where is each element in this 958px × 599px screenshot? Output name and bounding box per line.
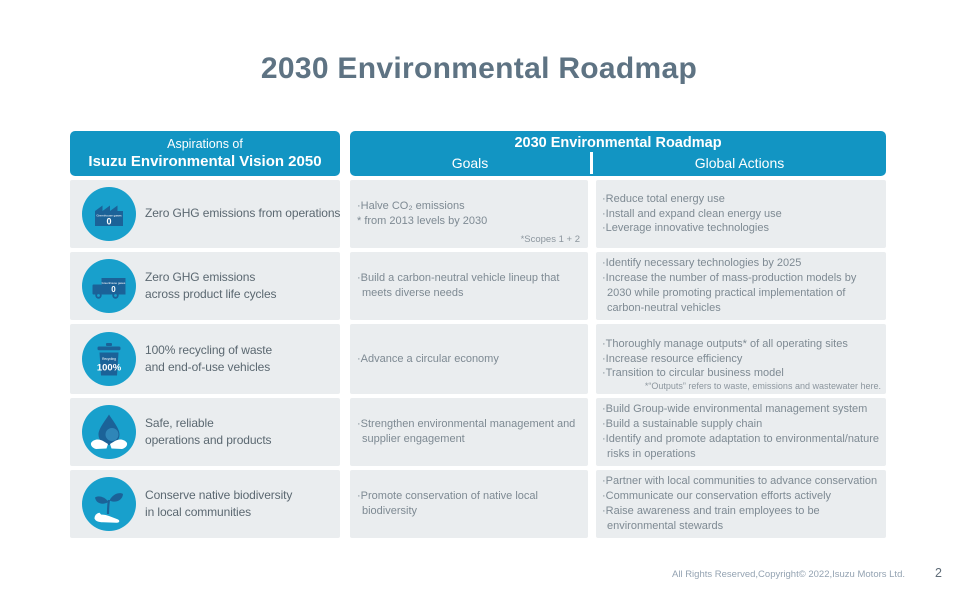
aspiration-cell: Recycling 100% 100% recycling of waste a… (70, 324, 340, 394)
aspiration-label: Conserve native biodiversity in local co… (145, 487, 293, 519)
action-item: ·Increase resource efficiency (602, 352, 743, 365)
action-item: ·Communicate our conservation efforts ac… (602, 490, 832, 503)
table-row: Conserve native biodiversity in local co… (70, 470, 886, 538)
aspiration-cell: Conserve native biodiversity in local co… (70, 470, 340, 538)
actions-footnote: *“Outputs” refers to waste, emissions an… (644, 381, 881, 391)
goals-cell: ·Strengthen environmental management and… (350, 398, 588, 466)
goals-column-header: Goals (451, 155, 489, 171)
sprout-hand-icon (82, 477, 136, 531)
action-item: ·Increase the number of mass-production … (602, 272, 857, 314)
aspiration-cell: Greenhouse gases 0 Zero GHG emissions ac… (70, 252, 340, 320)
svg-text:Recycling: Recycling (102, 357, 116, 361)
table-row: Greenhouse gases 0 Zero GHG emissions ac… (70, 252, 886, 320)
action-item: ·Thoroughly manage outputs* of all opera… (602, 337, 848, 350)
page-number: 2 (935, 566, 942, 580)
goal-item: ·Promote conservation of native local bi… (357, 490, 538, 517)
svg-text:0: 0 (111, 285, 116, 294)
left-panel-header: Aspirations of Isuzu Environmental Visio… (70, 131, 340, 176)
aspiration-label: Zero GHG emissions across product life c… (145, 269, 277, 301)
header-column-divider (590, 152, 593, 174)
action-item: ·Raise awareness and train employees to … (602, 505, 820, 532)
table-row: Safe, reliable operations and products ·… (70, 398, 886, 466)
roadmap-table: Aspirations of Isuzu Environmental Visio… (70, 131, 886, 542)
water-drop-hands-icon (82, 405, 136, 459)
roadmap-subheader: Goals Global Actions (350, 152, 886, 174)
roadmap-header-title: 2030 Environmental Roadmap (514, 135, 722, 151)
global-actions-cell: ·Build Group-wide environmental manageme… (596, 398, 886, 466)
goal-item: ·Build a carbon-neutral vehicle lineup t… (357, 272, 560, 299)
goals-footnote: *Scopes 1 + 2 (520, 234, 580, 245)
right-panel-header: 2030 Environmental Roadmap Goals Global … (350, 131, 886, 176)
table-row: Greenhouse gases 0 Zero GHG emissions fr… (70, 180, 886, 248)
global-actions-cell: ·Identify necessary technologies by 2025… (596, 252, 886, 320)
global-actions-column-header: Global Actions (694, 155, 785, 171)
action-item: ·Identify necessary technologies by 2025 (602, 257, 802, 270)
goals-cell: ·Halve CO₂ emissions * from 2013 levels … (350, 180, 588, 248)
aspiration-cell: Safe, reliable operations and products (70, 398, 340, 466)
action-item: ·Build a sustainable supply chain (602, 418, 763, 431)
copyright-notice: All Rights Reserved,Copyright© 2022,Isuz… (672, 569, 905, 580)
goal-item: ·Advance a circular economy (357, 352, 499, 365)
aspiration-label: Safe, reliable operations and products (145, 415, 272, 447)
aspiration-cell: Greenhouse gases 0 Zero GHG emissions fr… (70, 180, 340, 248)
aspiration-label: 100% recycling of waste and end-of-use v… (145, 342, 273, 374)
aspirations-header-line2: Isuzu Environmental Vision 2050 (88, 152, 322, 170)
action-item: ·Install and expand clean energy use (602, 207, 782, 220)
goal-item: ·Halve CO₂ emissions (357, 200, 465, 213)
svg-text:0: 0 (106, 217, 111, 227)
truck-zero-ghg-icon: Greenhouse gases 0 (82, 259, 136, 313)
svg-text:100%: 100% (97, 363, 122, 374)
svg-text:Greenhouse gases: Greenhouse gases (96, 214, 122, 218)
goals-cell: ·Advance a circular economy (350, 324, 588, 394)
action-item: ·Identify and promote adaptation to envi… (602, 433, 880, 460)
goal-item: ·Strengthen environmental management and… (357, 418, 576, 445)
global-actions-cell: ·Partner with local communities to advan… (596, 470, 886, 538)
recycle-bin-icon: Recycling 100% (82, 332, 136, 386)
table-row: Recycling 100% 100% recycling of waste a… (70, 324, 886, 394)
action-item: ·Build Group-wide environmental manageme… (602, 403, 868, 416)
global-actions-cell: ·Reduce total energy use ·Install and ex… (596, 180, 886, 248)
factory-zero-ghg-icon: Greenhouse gases 0 (82, 187, 136, 241)
goals-cell: ·Build a carbon-neutral vehicle lineup t… (350, 252, 588, 320)
action-item: ·Transition to circular business model (602, 367, 784, 380)
goals-cell: ·Promote conservation of native local bi… (350, 470, 588, 538)
aspiration-label: Zero GHG emissions from operations (145, 206, 341, 221)
action-item: ·Reduce total energy use (602, 192, 725, 205)
page-title: 2030 Environmental Roadmap (260, 52, 698, 85)
table-header-row: Aspirations of Isuzu Environmental Visio… (70, 131, 886, 176)
action-item: ·Leverage innovative technologies (602, 222, 769, 235)
action-item: ·Partner with local communities to advan… (602, 475, 878, 488)
aspirations-header-line1: Aspirations of (167, 136, 243, 151)
svg-text:Greenhouse gases: Greenhouse gases (102, 281, 126, 285)
global-actions-cell: ·Thoroughly manage outputs* of all opera… (596, 324, 886, 394)
goal-item: * from 2013 levels by 2030 (357, 215, 488, 227)
